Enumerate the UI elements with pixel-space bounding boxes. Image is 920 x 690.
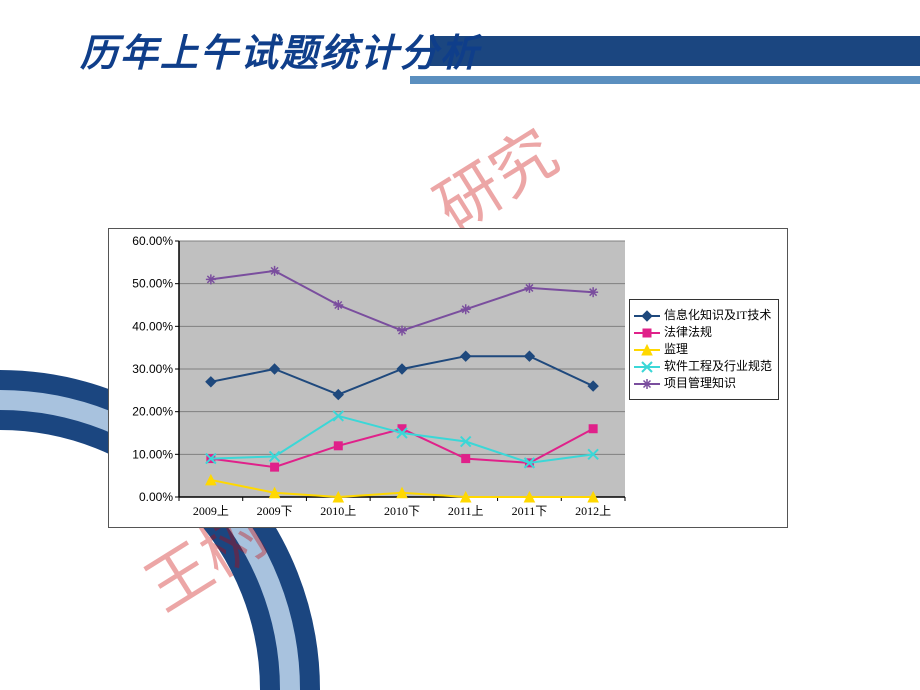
svg-text:20.00%: 20.00% (132, 405, 173, 419)
page-title: 历年上午试题统计分析 (80, 22, 480, 77)
svg-text:2010上: 2010上 (320, 504, 356, 518)
legend-item: 软件工程及行业规范 (634, 359, 774, 374)
chart-container: 0.00% 10.00% 20.00% 30.00% 40.00% 50.00% 60.00… (108, 228, 788, 528)
svg-text:50.00%: 50.00% (132, 277, 173, 291)
svg-text:30.00%: 30.00% (132, 362, 173, 376)
svg-text:2011下: 2011下 (512, 504, 548, 518)
svg-text:2012上: 2012上 (575, 504, 611, 518)
svg-text:2009下: 2009下 (257, 504, 293, 518)
svg-text:0.00%: 0.00% (139, 490, 173, 504)
svg-text:40.00%: 40.00% (132, 319, 173, 333)
header-bar-dark (430, 36, 920, 66)
legend-item: 项目管理知识 (634, 376, 774, 391)
svg-text:10.00%: 10.00% (132, 447, 173, 461)
header-bar-light (410, 76, 920, 84)
legend-label: 法律法规 (664, 325, 774, 340)
legend-item: 监理 (634, 342, 774, 357)
svg-text:2010下: 2010下 (384, 504, 420, 518)
svg-text:2009上: 2009上 (193, 504, 229, 518)
legend-label: 信息化知识及IT技术 (664, 308, 774, 323)
legend-item: 信息化知识及IT技术 (634, 308, 774, 323)
svg-text:60.00%: 60.00% (132, 234, 173, 248)
legend-label: 软件工程及行业规范 (664, 359, 774, 374)
legend: 信息化知识及IT技术法律法规监理软件工程及行业规范项目管理知识 (629, 299, 779, 400)
legend-label: 项目管理知识 (664, 376, 774, 391)
legend-item: 法律法规 (634, 325, 774, 340)
legend-label: 监理 (664, 342, 774, 357)
svg-text:2011上: 2011上 (448, 504, 484, 518)
